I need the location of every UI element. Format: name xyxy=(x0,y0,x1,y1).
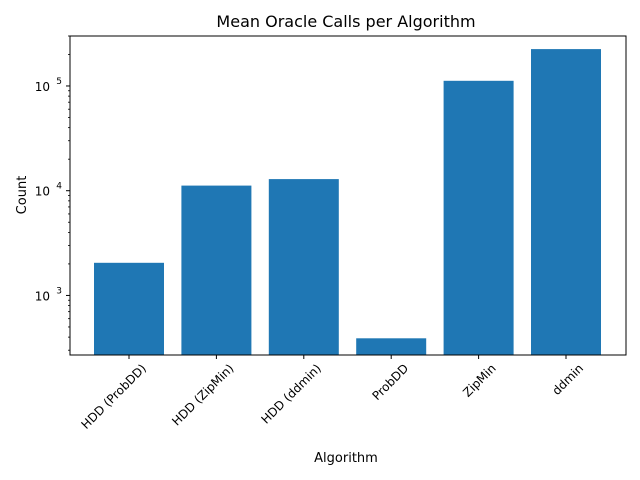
y-axis-label: Count xyxy=(15,176,30,215)
y-tick-exponent: 5 xyxy=(56,77,62,87)
y-tick-label: 10 xyxy=(35,185,50,199)
bar xyxy=(94,262,164,355)
chart-title: Mean Oracle Calls per Algorithm xyxy=(216,12,475,31)
y-tick-base: 10 xyxy=(35,80,50,94)
bar xyxy=(181,185,252,355)
y-axis: 10 3 10 4 10 5 xyxy=(35,35,70,351)
plot-frame xyxy=(69,35,627,356)
y-tick-exponent: 4 xyxy=(56,182,62,192)
y-tick-exponent: 3 xyxy=(56,286,62,296)
bar xyxy=(531,49,601,355)
y-tick-base: 10 xyxy=(35,289,50,303)
bar xyxy=(356,338,427,355)
bar xyxy=(443,80,514,356)
y-tick-base: 10 xyxy=(35,185,50,199)
x-axis-label: Algorithm xyxy=(314,451,378,466)
y-tick-label: 10 xyxy=(35,80,50,94)
bar xyxy=(268,179,339,355)
y-tick-label: 10 xyxy=(35,289,50,303)
bars-group xyxy=(94,49,601,356)
